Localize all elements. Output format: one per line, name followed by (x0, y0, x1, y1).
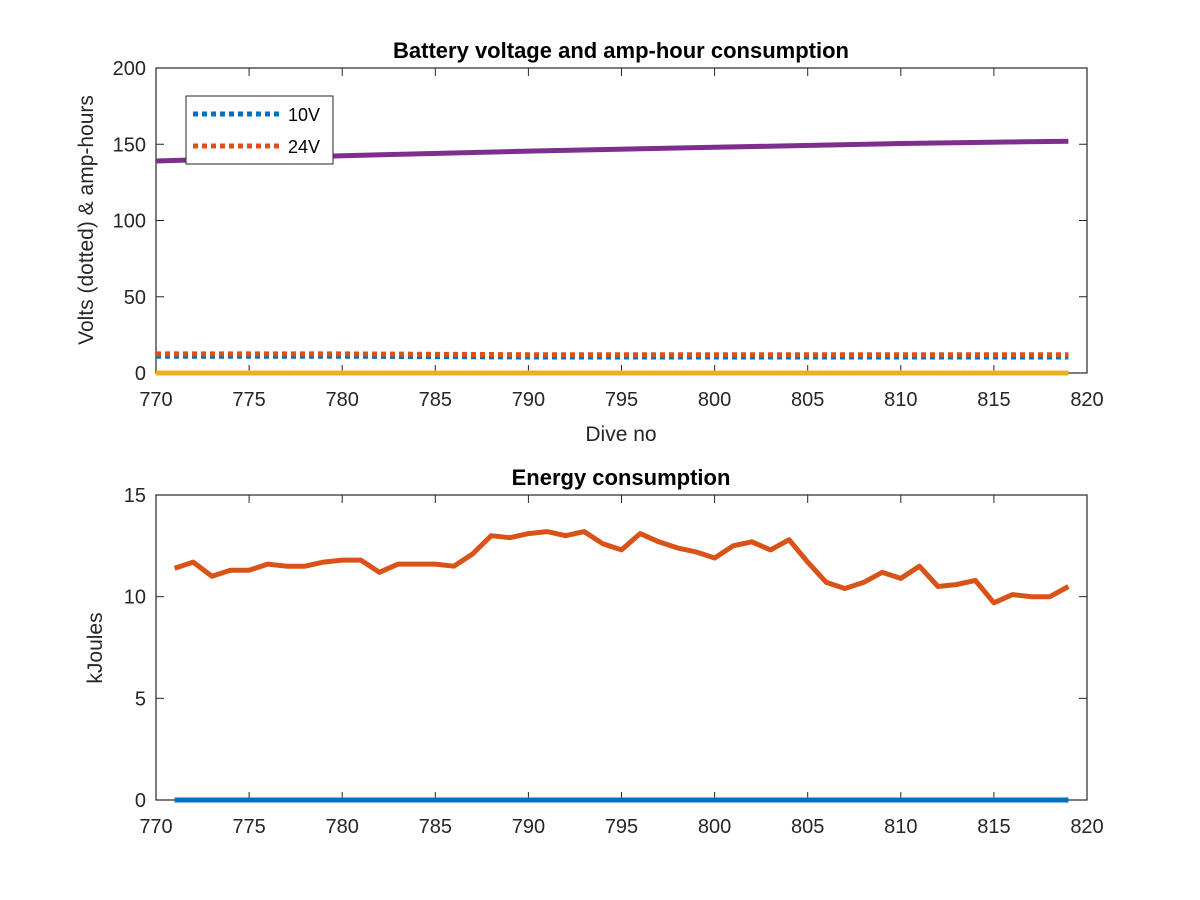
chart-title-2: Energy consumption (512, 465, 731, 490)
x-tick-label: 795 (605, 816, 638, 838)
x-tick-label: 805 (791, 389, 824, 411)
x-tick-label: 780 (326, 389, 359, 411)
x-tick-label: 790 (512, 816, 545, 838)
chart-battery: Battery voltage and amp-hour consumption… (75, 38, 1104, 446)
y-tick-label: 150 (113, 134, 146, 156)
y-axis-label-2: kJoules (84, 612, 107, 683)
x-axis-label-1: Dive no (585, 423, 656, 446)
x-tick-label: 810 (884, 389, 917, 411)
x-tick-label: 790 (512, 389, 545, 411)
x-tick-label: 780 (326, 816, 359, 838)
y-tick-label: 10 (124, 587, 146, 609)
x-tick-label: 775 (232, 816, 265, 838)
legend-label-24v: 24V (288, 137, 320, 157)
x-tick-label: 820 (1070, 816, 1103, 838)
x-tick-label: 775 (232, 389, 265, 411)
y-tick-label: 50 (124, 287, 146, 309)
x-tick-label: 785 (419, 389, 452, 411)
plot-area-2 (155, 494, 1088, 801)
x-tick-label: 805 (791, 816, 824, 838)
legend-box (185, 95, 334, 165)
x-tick-label: 815 (977, 816, 1010, 838)
series-group-2 (173, 529, 1070, 803)
series-line-1-0 (173, 529, 1070, 606)
ticks-2: 770 775 780 785 790 795 800 805 810 815 820 0 5 10 15 (124, 485, 1104, 838)
x-tick-label: 810 (884, 816, 917, 838)
x-tick-label: 770 (139, 816, 172, 838)
y-tick-label: 5 (135, 688, 146, 710)
y-axis-label-1: Volts (dotted) & amp-hours (75, 95, 98, 345)
x-tick-label: 815 (977, 389, 1010, 411)
x-tick-label: 770 (139, 389, 172, 411)
y-tick-label: 15 (124, 485, 146, 507)
legend: 10V 24V (185, 95, 334, 165)
ticks-1: 770 775 780 785 790 795 800 805 810 815 820 0 50 100 1… (113, 58, 1104, 411)
chart-title-1: Battery voltage and amp-hour consumption (393, 38, 849, 63)
y-tick-label: 0 (135, 790, 146, 812)
y-tick-label: 0 (135, 363, 146, 385)
x-tick-label: 820 (1070, 389, 1103, 411)
chart-energy: Energy consumption kJoules 770 775 780 785 7… (84, 465, 1104, 838)
y-tick-label: 100 (113, 211, 146, 233)
legend-label-10v: 10V (288, 105, 320, 125)
y-tick-label: 200 (113, 58, 146, 80)
x-tick-label: 795 (605, 389, 638, 411)
x-tick-label: 800 (698, 816, 731, 838)
series-line-24v (156, 351, 1069, 358)
x-tick-label: 800 (698, 389, 731, 411)
x-tick-label: 785 (419, 816, 452, 838)
